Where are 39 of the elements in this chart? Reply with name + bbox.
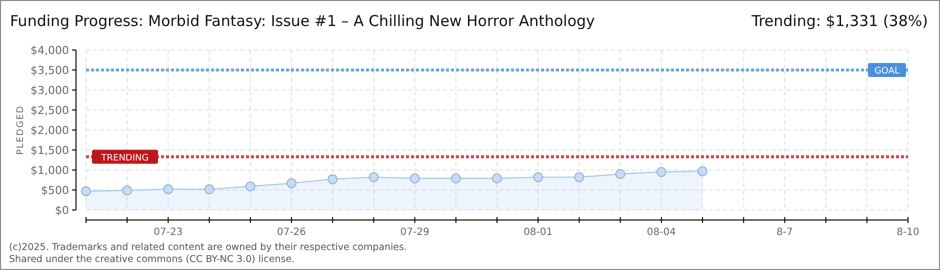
point xyxy=(163,184,174,194)
text: (c)2025. Trademarks and related content are owned by their respective companies. xyxy=(9,242,407,253)
y-tick-label: $1,000 xyxy=(30,164,69,177)
x-tick-label: 07-26 xyxy=(276,227,306,238)
point xyxy=(81,186,91,196)
y-tick-label: $2,500 xyxy=(30,104,69,117)
point xyxy=(245,181,256,192)
x-tick-label: 07-29 xyxy=(400,227,430,238)
x-tick-label: 08-04 xyxy=(646,227,676,238)
point xyxy=(656,167,666,177)
x-tick-label: 8-7 xyxy=(776,227,793,238)
point xyxy=(533,172,544,182)
ref-line-label: TRENDING xyxy=(100,153,149,164)
point xyxy=(615,169,626,179)
chart-subtitle: Trending: $1,331 (38%) xyxy=(750,12,928,30)
y-tick-label: $0 xyxy=(55,204,69,217)
y-tick-label: $3,000 xyxy=(30,84,69,97)
text: Shared under the creative commons (CC BY-NC 3.0) license. xyxy=(9,254,295,265)
point xyxy=(698,166,708,176)
y-tick-label: $4,000 xyxy=(30,44,69,57)
point xyxy=(410,173,420,184)
y-axis-title: PLEDGED xyxy=(16,105,26,155)
point xyxy=(368,172,379,182)
y-tick-label: $1,500 xyxy=(30,144,69,157)
y-tick-label: $3,500 xyxy=(30,64,69,77)
x-tick-label: 07-23 xyxy=(154,227,183,238)
x-tick-label: 8-10 xyxy=(896,227,920,238)
x-tick-label: 08-01 xyxy=(524,227,553,238)
point xyxy=(328,174,338,184)
point xyxy=(492,173,502,184)
point xyxy=(574,172,584,182)
point xyxy=(204,184,214,194)
y-tick-label: $2,000 xyxy=(30,124,69,137)
point xyxy=(122,185,132,196)
chart-title: Funding Progress: Morbid Fantasy: Issue #1 – A Chilling New Horror Anthology xyxy=(10,12,596,30)
y-tick-label: $500 xyxy=(41,184,69,197)
ref-line-label: GOAL xyxy=(874,66,900,76)
point xyxy=(286,178,296,188)
point xyxy=(450,173,461,184)
